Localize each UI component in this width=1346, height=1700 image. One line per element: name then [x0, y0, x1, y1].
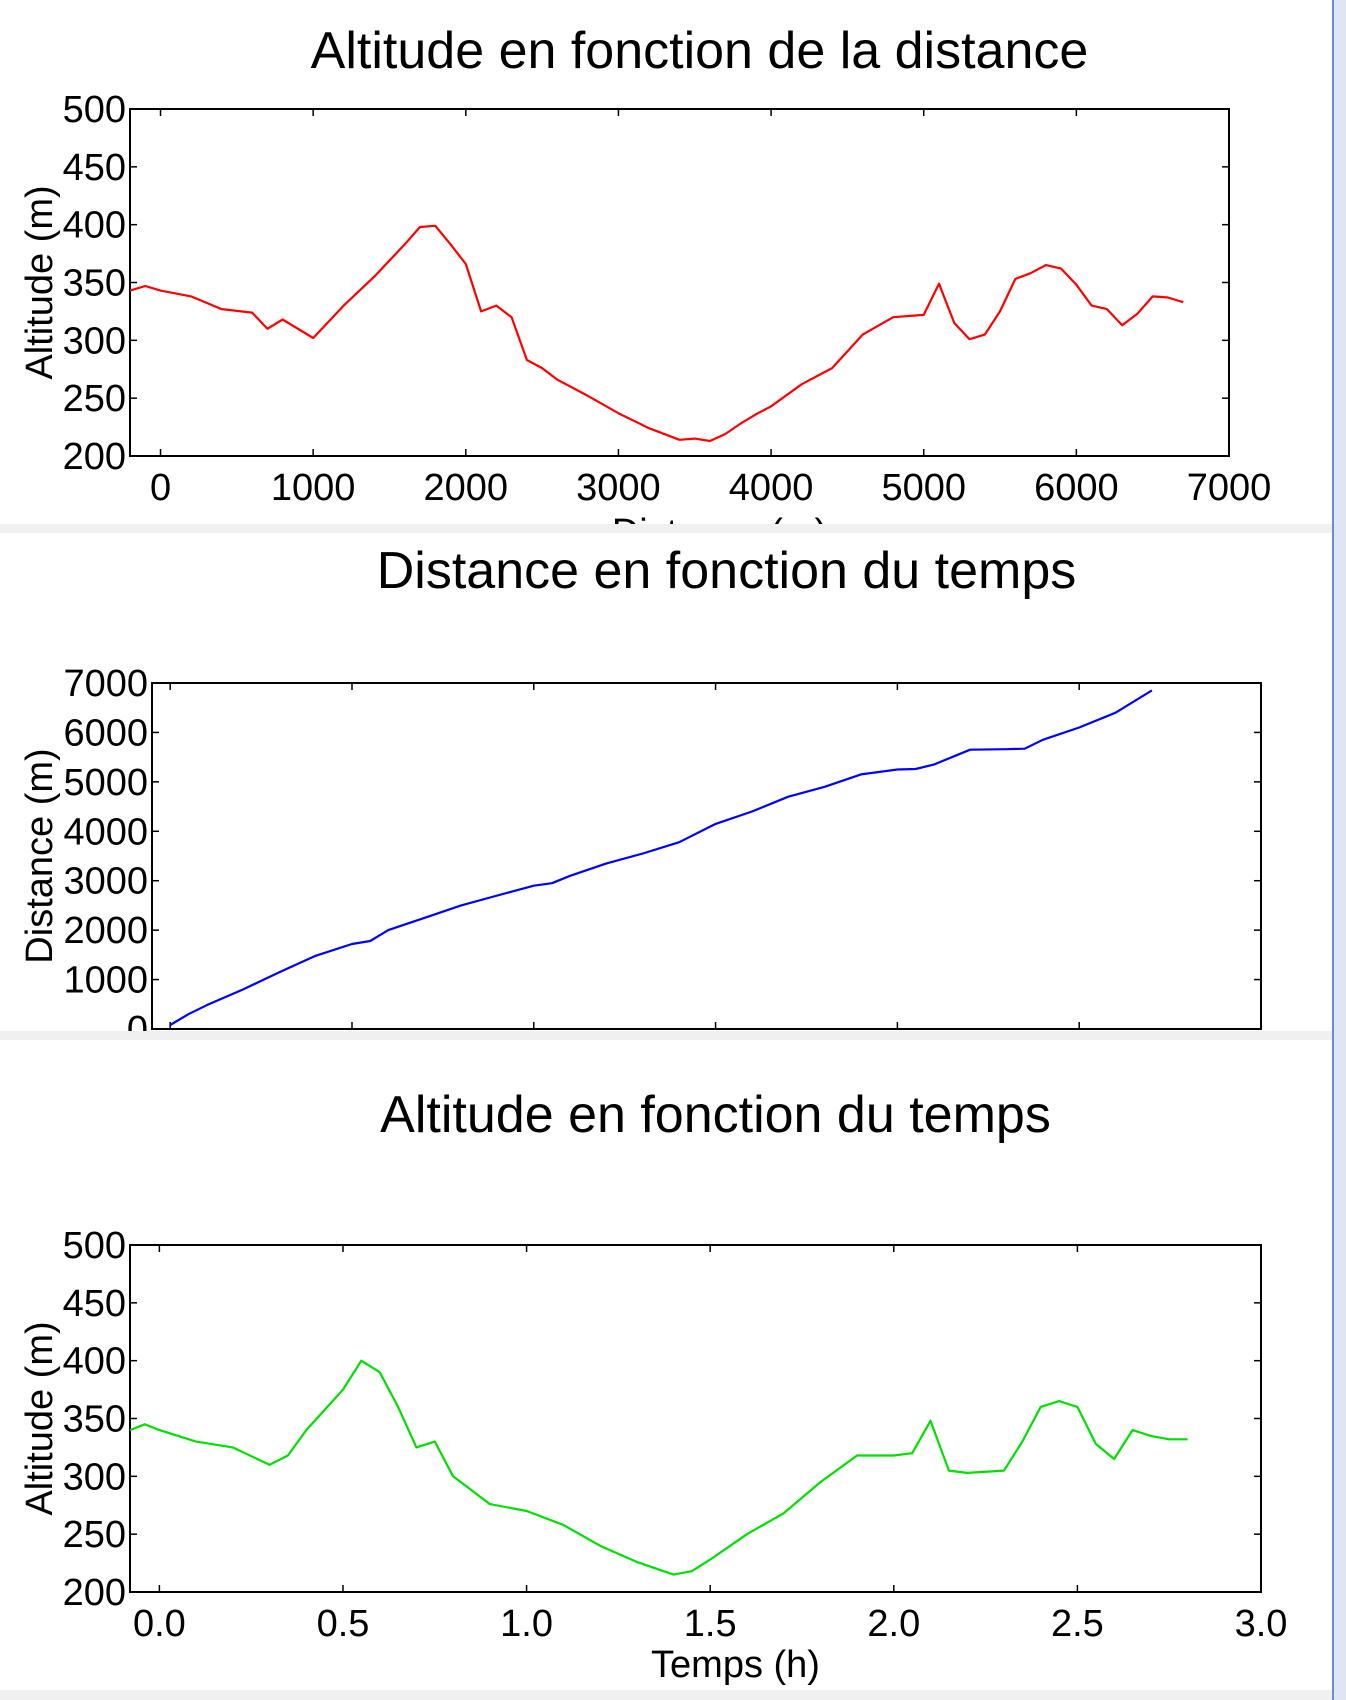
x-tick-label: 1.0	[500, 1603, 553, 1645]
x-tick-label: 1000	[271, 467, 356, 509]
x-axis-label: Temps (h)	[651, 1644, 820, 1686]
window-frame-right	[1332, 0, 1334, 1700]
chart-title: Altitude en fonction du temps	[380, 1086, 1051, 1144]
y-tick-label: 200	[63, 1572, 126, 1614]
y-tick-label: 3000	[63, 861, 148, 903]
chart-title: Altitude en fonction de la distance	[311, 22, 1089, 80]
y-tick-label: 4000	[63, 811, 148, 853]
y-tick-label: 2000	[63, 910, 148, 952]
y-tick-label: 5000	[63, 762, 148, 804]
plot-area	[151, 682, 1262, 1030]
y-axis-label: Altitude (m)	[19, 185, 61, 379]
x-tick-label: 3000	[576, 467, 661, 509]
series-line	[169, 689, 1153, 1026]
y-tick-label: 300	[63, 320, 126, 362]
top-strip	[0, 0, 1332, 12]
y-tick-label: 1000	[63, 960, 148, 1002]
x-tick-label: 0	[150, 467, 171, 509]
y-axis-label: Altitude (m)	[19, 1321, 61, 1515]
bottom-strip	[0, 1690, 1332, 1700]
x-tick-label: 2000	[424, 467, 509, 509]
chart-altitude-distance: Altitude en fonction de la distance 0 1000…	[19, 22, 1272, 524]
chart-title: Distance en fonction du temps	[377, 542, 1077, 600]
y-tick-label: 7000	[63, 663, 148, 705]
y-tick-label: 250	[63, 378, 126, 420]
y-tick-label: 6000	[63, 712, 148, 754]
y-tick-label: 500	[63, 1225, 126, 1267]
y-tick-label: 500	[63, 89, 126, 131]
y-tick-label: 0	[127, 1009, 148, 1031]
x-tick-label: 1.5	[684, 1603, 737, 1645]
window-background-right	[1334, 0, 1346, 1700]
x-tick-label: 0.0	[133, 1603, 186, 1645]
y-tick-label: 400	[63, 205, 126, 247]
y-tick-label: 250	[63, 1514, 126, 1556]
y-tick-label: 450	[63, 147, 126, 189]
series-line	[129, 1359, 1188, 1576]
chart-altitude-time: Altitude en fonction du temps 0.0 0.5 1.0 1.…	[19, 1086, 1288, 1686]
y-tick-label: 300	[63, 1456, 126, 1498]
x-tick-label: 7000	[1187, 467, 1272, 509]
chart-panel-distance-time: Distance en fonction du temps0.00.51.01.…	[0, 533, 1332, 1031]
y-axis-label: Distance (m)	[19, 748, 61, 963]
x-axis-label: Distance (m)	[612, 512, 827, 524]
y-tick-label: 350	[63, 263, 126, 305]
x-tick-label: 3.0	[1235, 1603, 1288, 1645]
plot-area	[129, 1244, 1262, 1593]
x-tick-label: 0.5	[317, 1603, 370, 1645]
chart-panel-altitude-distance: Altitude en fonction de la distance 0 1000…	[0, 12, 1332, 524]
plot-area	[129, 108, 1230, 457]
y-tick-label: 450	[63, 1283, 126, 1325]
x-tick-label: 4000	[729, 467, 814, 509]
x-tick-label: 5000	[881, 467, 966, 509]
y-tick-label: 350	[63, 1399, 126, 1441]
x-tick-label: 6000	[1034, 467, 1119, 509]
y-tick-label: 200	[63, 436, 126, 478]
series-line	[129, 224, 1184, 443]
x-tick-label: 2.0	[867, 1603, 920, 1645]
chart-panel-altitude-time: Altitude en fonction du temps 0.0 0.5 1.0 1.…	[0, 1040, 1332, 1690]
y-tick-label: 400	[63, 1341, 126, 1383]
chart-distance-time: Distance en fonction du temps0.00.51.01.…	[19, 542, 1262, 1031]
x-tick-label: 2.5	[1051, 1603, 1104, 1645]
